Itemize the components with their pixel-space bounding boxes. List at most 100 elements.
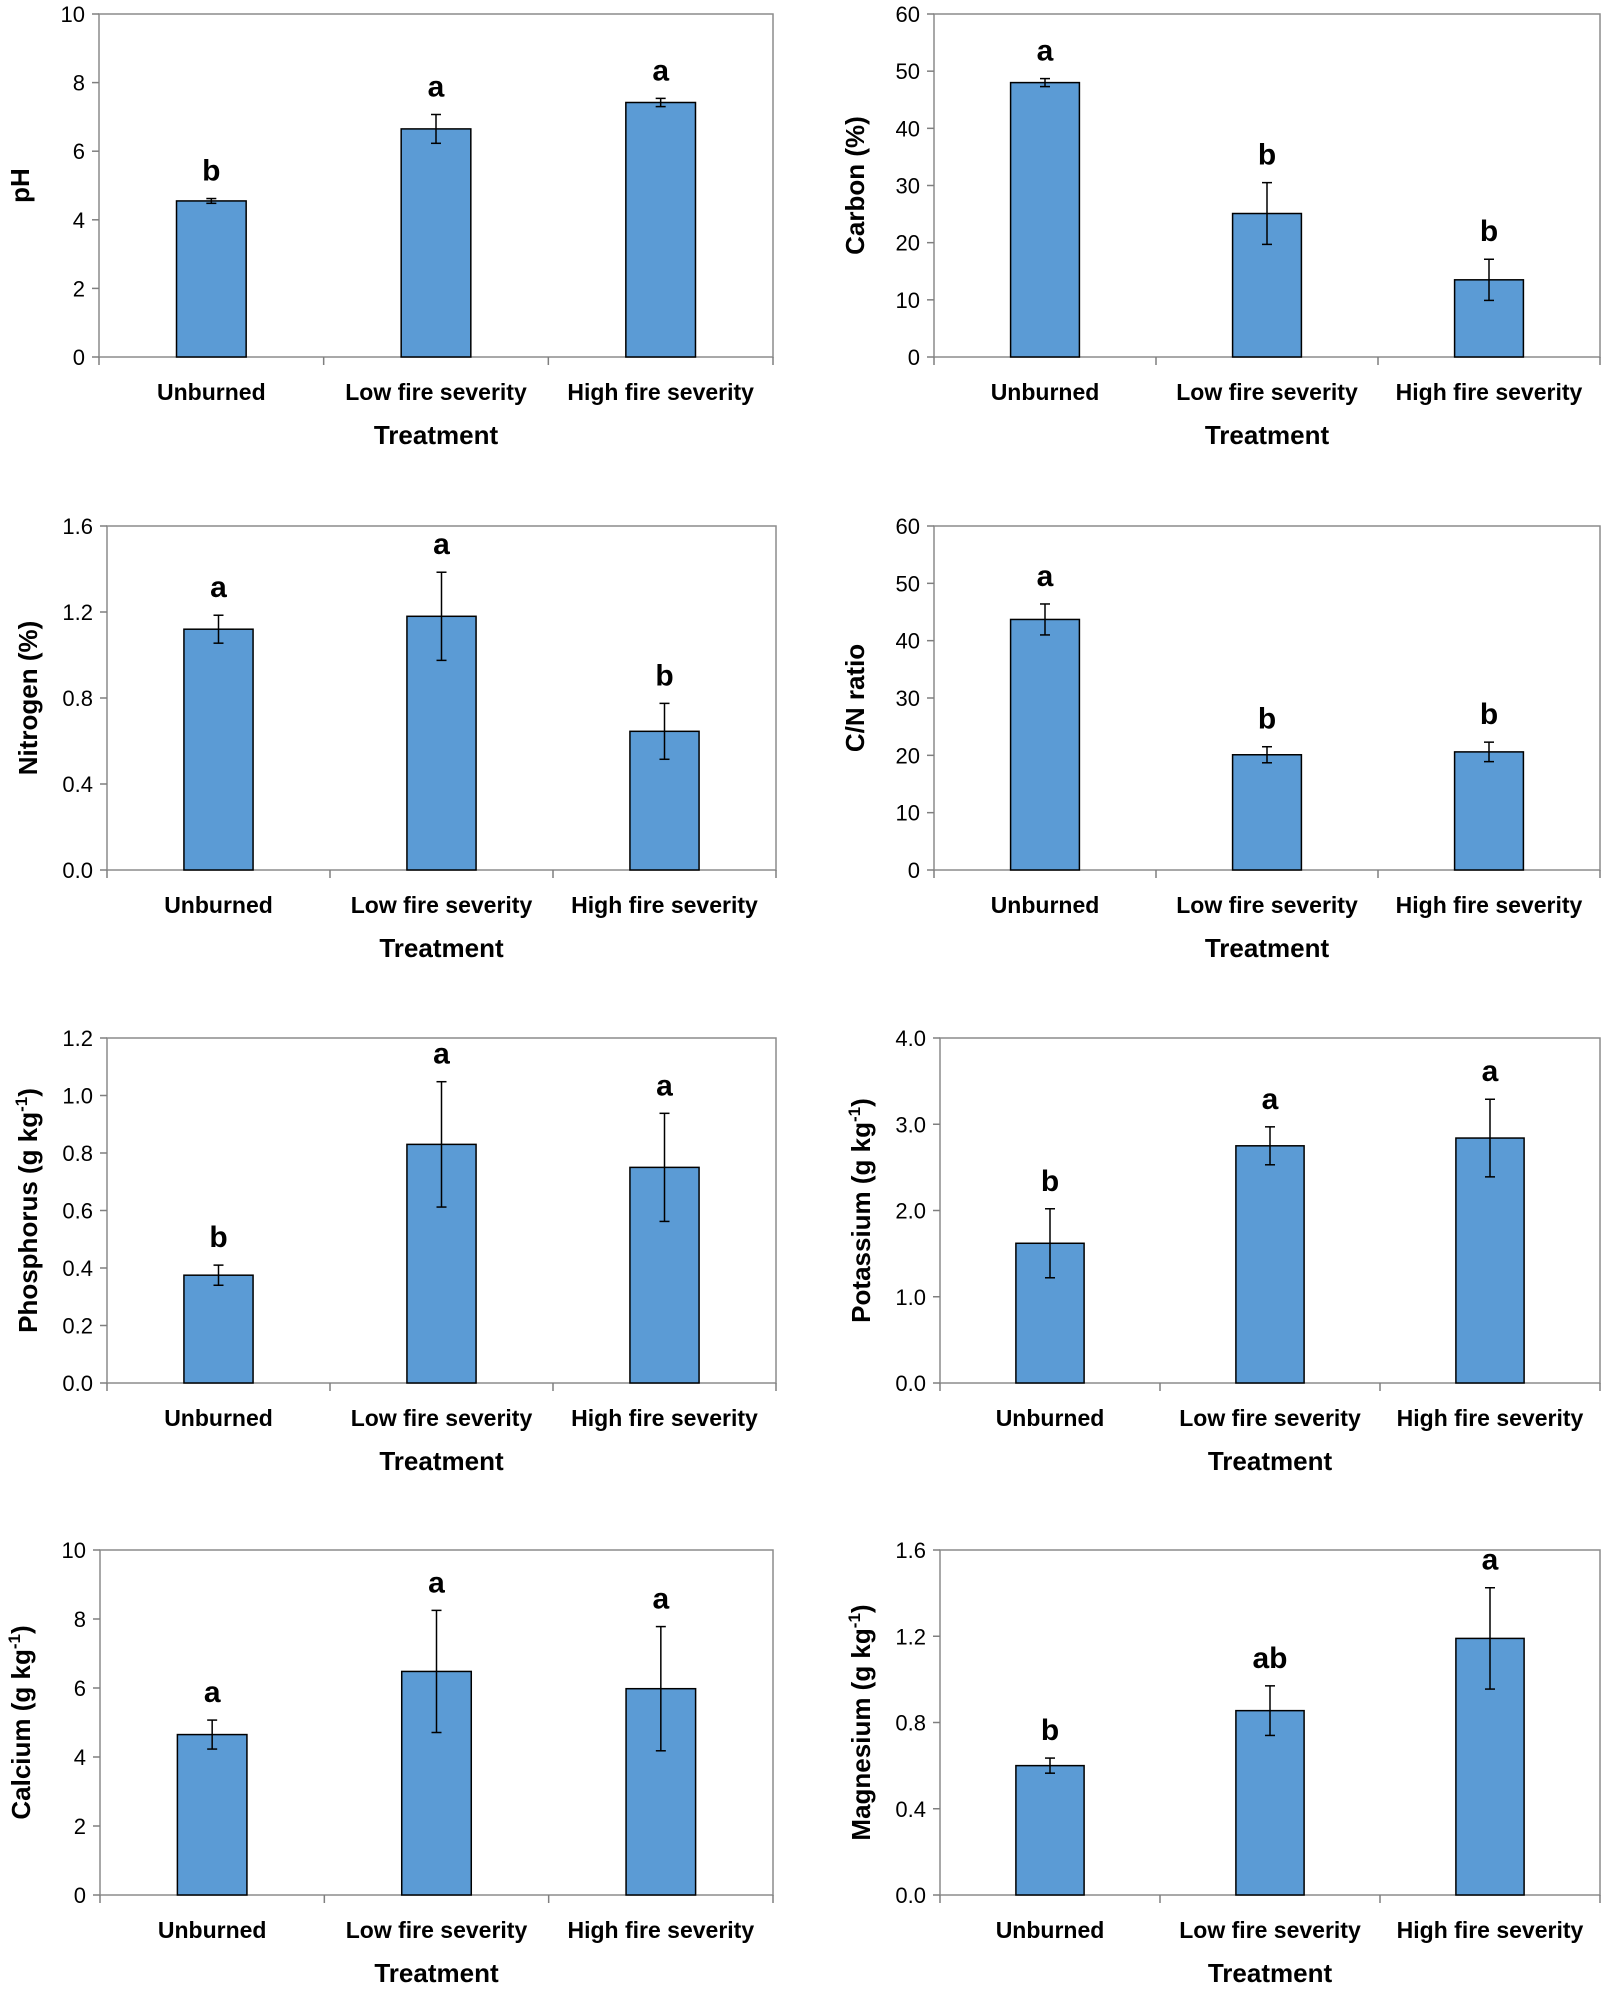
significance-letter-1: b bbox=[1041, 1165, 1059, 1198]
category-label-1: Unburned bbox=[991, 892, 1100, 918]
bar-3 bbox=[1455, 1137, 1525, 1384]
y-tick-label: 2 bbox=[74, 1814, 86, 1839]
bar-1 bbox=[183, 628, 254, 871]
y-axis-title-main: C/N ratio bbox=[840, 644, 870, 752]
category-label-1: Unburned bbox=[996, 1405, 1105, 1431]
significance-letter-3: a bbox=[1482, 1055, 1499, 1088]
y-tick-label: 8 bbox=[74, 1607, 86, 1632]
y-axis-title-superscript: -1 bbox=[5, 1634, 24, 1649]
x-axis-title: Treatment bbox=[1205, 933, 1330, 963]
y-axis-title-superscript: -1 bbox=[845, 1613, 864, 1628]
y-axis-title: Potassium (g kg-1) bbox=[845, 1098, 876, 1323]
y-tick-label: 0.0 bbox=[62, 858, 93, 883]
significance-letter-3: b bbox=[1480, 698, 1498, 731]
y-tick-label: 30 bbox=[896, 174, 920, 199]
chart-panel-4: 0 10 20 30 40 50 60 a Unburned b Low fire severity… bbox=[840, 514, 1601, 963]
y-tick-label: 60 bbox=[896, 514, 920, 539]
significance-letter-1: a bbox=[210, 571, 227, 604]
bar-1 bbox=[1009, 618, 1081, 871]
significance-letter-3: b bbox=[1480, 215, 1498, 248]
y-axis-title: C/N ratio bbox=[840, 644, 870, 752]
significance-letter-3: a bbox=[1482, 1544, 1499, 1577]
chart-panel-7: 0 2 4 6 8 10 a Unburned a Low fire severity a High … bbox=[5, 1538, 774, 1988]
x-axis-title: Treatment bbox=[1208, 1958, 1333, 1988]
y-axis-title-main: Phosphorus (g kg bbox=[13, 1112, 43, 1333]
category-label-2: Low fire severity bbox=[1176, 379, 1358, 405]
y-tick-label: 0 bbox=[73, 345, 85, 370]
y-tick-label: 10 bbox=[62, 1538, 86, 1563]
y-tick-label: 2 bbox=[73, 276, 85, 301]
y-tick-label: 10 bbox=[896, 801, 920, 826]
y-tick-label: 3.0 bbox=[895, 1112, 926, 1137]
chart-panel-2: 0 10 20 30 40 50 60 a Unburned b Low fire severity… bbox=[840, 2, 1601, 450]
y-axis-title: Phosphorus (g kg-1) bbox=[12, 1088, 43, 1333]
y-tick-label: 0.8 bbox=[62, 1141, 93, 1166]
bar-3 bbox=[1453, 751, 1525, 871]
bar-1 bbox=[183, 1274, 254, 1384]
x-axis-title: Treatment bbox=[1205, 420, 1330, 450]
y-tick-label: 8 bbox=[73, 71, 85, 96]
bar-1 bbox=[175, 200, 247, 358]
y-tick-label: 1.6 bbox=[895, 1538, 926, 1563]
category-label-1: Unburned bbox=[158, 1917, 267, 1943]
significance-letter-1: a bbox=[1037, 560, 1054, 593]
significance-letter-3: b bbox=[655, 659, 673, 692]
y-axis-title-main: Carbon (%) bbox=[840, 116, 870, 255]
y-tick-label: 0.4 bbox=[895, 1797, 926, 1822]
category-label-2: Low fire severity bbox=[1179, 1917, 1361, 1943]
category-label-1: Unburned bbox=[164, 1405, 273, 1431]
category-label-1: Unburned bbox=[157, 379, 266, 405]
category-label-2: Low fire severity bbox=[1176, 892, 1358, 918]
y-tick-label: 10 bbox=[896, 288, 920, 313]
chart-panel-3: 0.0 0.4 0.8 1.2 1.6 a Unburned a Low fire severi… bbox=[13, 514, 777, 963]
significance-letter-2: b bbox=[1258, 139, 1276, 172]
category-label-2: Low fire severity bbox=[1179, 1405, 1361, 1431]
x-axis-title: Treatment bbox=[374, 420, 499, 450]
y-tick-label: 40 bbox=[896, 116, 920, 141]
bar-2 bbox=[1235, 1145, 1305, 1384]
y-tick-label: 4 bbox=[73, 208, 85, 233]
bar-1 bbox=[1009, 81, 1081, 358]
significance-letter-1: b bbox=[209, 1221, 227, 1254]
y-tick-label: 1.2 bbox=[895, 1624, 926, 1649]
significance-letter-1: b bbox=[1041, 1714, 1059, 1747]
y-tick-label: 1.2 bbox=[62, 600, 93, 625]
category-label-3: High fire severity bbox=[1397, 1405, 1584, 1431]
y-tick-label: 1.2 bbox=[62, 1026, 93, 1051]
y-tick-label: 1.0 bbox=[62, 1084, 93, 1109]
y-tick-label: 0.2 bbox=[62, 1314, 93, 1339]
category-label-3: High fire severity bbox=[567, 379, 754, 405]
significance-letter-2: a bbox=[433, 1038, 450, 1071]
category-label-3: High fire severity bbox=[1396, 379, 1583, 405]
y-axis-title-end: ) bbox=[13, 1088, 43, 1097]
y-tick-label: 30 bbox=[896, 686, 920, 711]
significance-letter-2: b bbox=[1258, 703, 1276, 736]
y-axis-title: pH bbox=[5, 168, 35, 203]
y-tick-label: 0.8 bbox=[895, 1711, 926, 1736]
category-label-1: Unburned bbox=[991, 379, 1100, 405]
bar-1 bbox=[1015, 1764, 1085, 1896]
y-axis-title-end: ) bbox=[6, 1625, 36, 1634]
y-tick-label: 6 bbox=[74, 1676, 86, 1701]
significance-letter-3: a bbox=[652, 54, 669, 87]
y-axis-title: Calcium (g kg-1) bbox=[5, 1625, 36, 1819]
y-tick-label: 10 bbox=[61, 2, 85, 27]
significance-letter-2: a bbox=[428, 1566, 445, 1599]
x-axis-title: Treatment bbox=[379, 933, 504, 963]
category-label-2: Low fire severity bbox=[351, 1405, 533, 1431]
bar-1 bbox=[176, 1733, 248, 1896]
y-axis-title-main: pH bbox=[5, 168, 35, 203]
y-axis-title: Nitrogen (%) bbox=[13, 621, 43, 776]
y-tick-label: 0.6 bbox=[62, 1199, 93, 1224]
category-label-3: High fire severity bbox=[1396, 892, 1583, 918]
y-tick-label: 60 bbox=[896, 2, 920, 27]
y-axis-title-main: Potassium (g kg bbox=[846, 1122, 876, 1323]
y-tick-label: 1.6 bbox=[62, 514, 93, 539]
y-tick-label: 4 bbox=[74, 1745, 86, 1770]
significance-letter-1: a bbox=[1037, 35, 1054, 68]
y-tick-label: 0.0 bbox=[62, 1371, 93, 1396]
category-label-3: High fire severity bbox=[1397, 1917, 1584, 1943]
y-axis-title-main: Magnesium (g kg bbox=[846, 1628, 876, 1840]
chart-panel-6: 0.0 1.0 2.0 3.0 4.0 b Unburned a Low fire severi… bbox=[845, 1026, 1601, 1476]
x-axis-title: Treatment bbox=[1208, 1446, 1333, 1476]
